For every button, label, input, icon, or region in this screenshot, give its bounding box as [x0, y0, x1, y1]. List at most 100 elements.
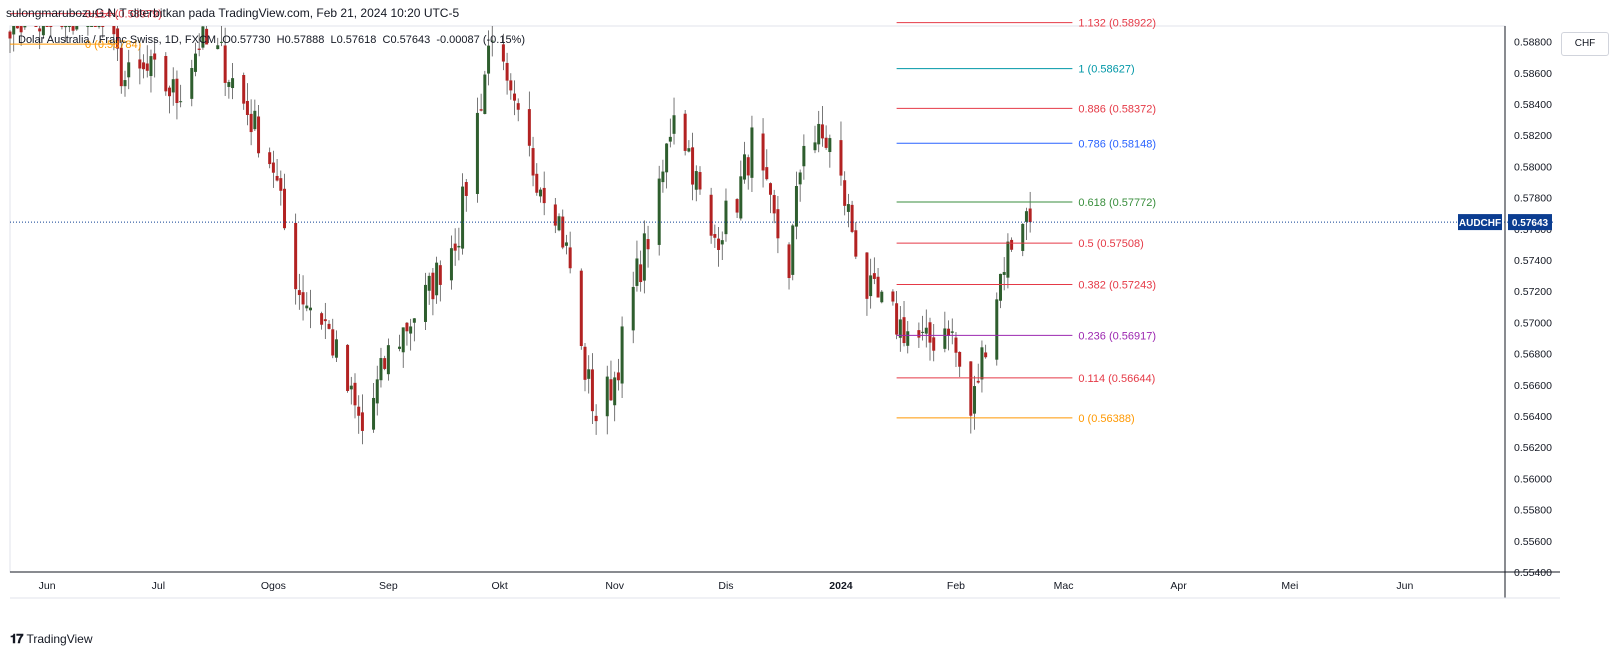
candle-body: [646, 239, 650, 250]
candle-body: [557, 216, 561, 231]
old-fib-label: 0.114 (0.58979): [85, 9, 162, 21]
candle-body: [490, 40, 494, 42]
candle-body: [776, 209, 780, 239]
candle-body: [227, 81, 231, 87]
candle-body: [869, 275, 873, 297]
y-tick-label: 0.56800: [1514, 349, 1552, 361]
candle-body: [794, 185, 798, 227]
x-tick-label: Mac: [1054, 580, 1074, 592]
currency-button[interactable]: CHF: [1561, 32, 1609, 56]
candle-body: [38, 28, 42, 32]
candle-body: [924, 327, 928, 334]
candle-body: [750, 127, 754, 178]
candle-body: [64, 26, 68, 28]
candle-body: [487, 45, 491, 74]
candle-body: [668, 136, 672, 142]
candle-body: [1010, 239, 1014, 250]
candle-body: [438, 265, 442, 285]
candle-body: [587, 369, 591, 379]
brand-label: TradingView: [26, 632, 93, 646]
candle-body: [461, 186, 465, 249]
candle-body: [193, 53, 197, 72]
candle-body: [249, 113, 253, 133]
candle-body: [305, 305, 309, 309]
candle-body: [590, 369, 594, 412]
candle-body: [190, 68, 194, 99]
y-tick-label: 0.56400: [1514, 411, 1552, 423]
publisher-line: sulongmarubozuG.N.T diterbitkan pada Tra…: [6, 6, 460, 20]
candle-body: [427, 275, 431, 291]
candle-body: [713, 234, 717, 238]
candle-body: [642, 233, 646, 281]
candle-body: [828, 138, 832, 153]
candle-body: [898, 319, 902, 338]
candle-body: [223, 45, 227, 83]
fib-level-label: 0.114 (0.56644): [1078, 373, 1155, 385]
candle-body: [631, 286, 635, 331]
tradingview-brand[interactable]: 𝟏𝟕 TradingView: [10, 631, 93, 647]
candle-body: [268, 152, 272, 165]
y-tick-label: 0.57800: [1514, 193, 1552, 205]
candle-body: [561, 216, 565, 248]
tradingview-logo-icon: 𝟏𝟕: [10, 631, 24, 646]
candle-body: [1002, 272, 1006, 275]
candle-body: [301, 292, 305, 305]
candle-body: [375, 379, 379, 404]
fib-level-label: 1.132 (0.58922): [1078, 18, 1156, 30]
candle-body: [349, 385, 353, 390]
y-tick-label: 0.58400: [1514, 99, 1552, 111]
x-tick-label: Feb: [947, 580, 965, 592]
candle-body: [950, 331, 954, 333]
candle-body: [457, 245, 461, 248]
candle-body: [984, 352, 988, 358]
x-tick-label: Dis: [718, 580, 733, 592]
candle-body: [12, 26, 16, 35]
fib-level-label: 0.5 (0.57508): [1078, 238, 1143, 250]
candle-body: [331, 329, 335, 356]
candle-body: [49, 26, 53, 27]
candle-body: [353, 382, 357, 406]
candle-body: [175, 78, 179, 104]
candle-body: [34, 26, 38, 27]
y-tick-label: 0.58800: [1514, 37, 1552, 49]
last-price-label: 0.57643: [1512, 218, 1549, 229]
open-value: O0.57730: [222, 34, 271, 46]
candle-body: [453, 243, 457, 251]
candle-body: [168, 87, 172, 97]
candle-body: [761, 133, 765, 171]
candle-body: [138, 59, 142, 69]
y-tick-label: 0.56000: [1514, 473, 1552, 485]
symbol-tag: AUDCHF: [1459, 218, 1501, 229]
fib-level-label: 0.618 (0.57772): [1078, 197, 1156, 209]
candle-body: [657, 178, 661, 245]
candle-body: [973, 386, 977, 414]
candle-body: [768, 183, 772, 195]
fib-level-label: 0 (0.56388): [1078, 413, 1134, 425]
fib-level-label: 0.236 (0.56917): [1078, 330, 1156, 342]
candle-body: [661, 171, 665, 183]
candle-body: [320, 313, 324, 325]
candle-body: [735, 199, 739, 213]
candle-body: [435, 262, 439, 296]
candle-body: [383, 358, 387, 369]
candle-body: [405, 322, 409, 332]
y-tick-label: 0.58200: [1514, 130, 1552, 142]
candle-body: [201, 26, 205, 48]
candle-body: [71, 26, 75, 31]
candle-body: [802, 145, 806, 167]
candle-body: [605, 376, 609, 417]
candle-body: [635, 258, 639, 286]
candle-body: [360, 412, 364, 431]
candle-body: [958, 351, 962, 367]
candle-body: [542, 187, 546, 204]
candle-body: [412, 318, 416, 323]
candle-body: [976, 380, 980, 383]
candle-body: [153, 53, 157, 60]
candle-body: [242, 75, 246, 104]
candle-body: [253, 110, 257, 130]
candle-body: [283, 188, 287, 229]
candle-body: [998, 273, 1002, 301]
candle-body: [112, 26, 116, 35]
